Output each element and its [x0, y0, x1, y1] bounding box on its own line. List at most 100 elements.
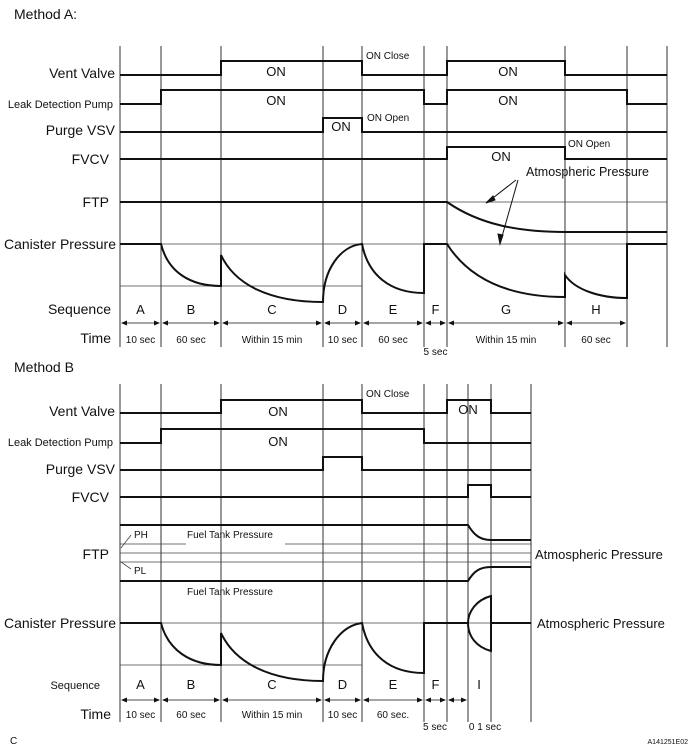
method-b-title: Method B [14, 359, 74, 375]
duration-label: 5 sec [423, 722, 447, 733]
arrowhead-left [222, 697, 228, 703]
vent-on-label-2: ON [498, 64, 518, 79]
method-a-sequence-row: A 10 sec B 60 sec C Within 15 min D 10 sec E 60 s… [121, 302, 626, 358]
arrowhead-right [214, 320, 220, 326]
row-label-time: Time [80, 330, 111, 346]
row-label-ftp: FTP [83, 194, 109, 210]
pump-on-label: ON [268, 434, 288, 449]
sequence-label: H [591, 302, 600, 317]
row-label-purge-vsv: Purge VSV [46, 122, 116, 138]
arrowhead-right [440, 697, 446, 703]
method-b-sequence-row: A 10 sec B 60 sec C Within 15 min D 10 sec E 60 s… [121, 677, 501, 733]
arrowhead-right [461, 697, 467, 703]
arrowhead-right [214, 697, 220, 703]
fvcv-signal [120, 484, 531, 498]
fuel-tank-pressure-label-lower: Fuel Tank Pressure [187, 587, 273, 598]
pl-pointer [120, 561, 132, 570]
ftp-lower-signal [120, 566, 531, 582]
arrowhead-left [425, 320, 431, 326]
duration-label: 5 sec [424, 347, 448, 358]
sequence-label: F [432, 677, 440, 692]
arrowhead-right [417, 697, 423, 703]
canister-pressure-signal [120, 242, 667, 304]
row-label-leak-pump: Leak Detection Pump [8, 99, 113, 111]
duration-label: 0 1 sec [469, 722, 501, 733]
duration-label: Within 15 min [242, 710, 303, 721]
sequence-label: D [338, 677, 347, 692]
arrowhead-right [620, 320, 626, 326]
arrowhead-left [363, 697, 369, 703]
arrowhead-left [324, 320, 330, 326]
vent-valve-signal [120, 399, 531, 414]
ph-pointer [120, 534, 132, 549]
fvcv-on-label: ON [491, 149, 511, 164]
sequence-label: E [389, 302, 398, 317]
purge-on-open-label: ON Open [367, 113, 409, 124]
arrowhead-right [154, 320, 160, 326]
arrowhead-right [355, 320, 361, 326]
arrowhead-left [121, 320, 127, 326]
atmospheric-pointer-arrows [485, 179, 519, 246]
method-b: Method B Vent Valve Leak Detection Pump … [4, 359, 665, 733]
arrowhead-left [324, 697, 330, 703]
canister-pressure-burst [466, 594, 492, 653]
figure-code: A141251E02 [648, 739, 689, 746]
duration-label: 60 sec [581, 335, 610, 346]
row-label-canister: Canister Pressure [4, 236, 116, 252]
sequence-label: E [389, 677, 398, 692]
fuel-tank-pressure-label-upper: Fuel Tank Pressure [187, 530, 273, 541]
arrowhead-left [363, 320, 369, 326]
vent-on-label-1: ON [268, 404, 288, 419]
ph-label: PH [134, 530, 148, 541]
ftp-signal [120, 201, 667, 233]
purge-vsv-signal [120, 456, 531, 471]
duration-label: Within 15 min [476, 335, 537, 346]
arrowhead-left [162, 320, 168, 326]
sequence-label: B [187, 677, 196, 692]
sequence-label: A [136, 677, 145, 692]
method-a-title: Method A: [14, 6, 77, 22]
row-label-sequence: Sequence [48, 301, 111, 317]
atmospheric-pressure-ftp-label: Atmospheric Pressure [535, 547, 663, 562]
row-label-fvcv: FVCV [72, 151, 110, 167]
arrowhead-right [355, 697, 361, 703]
leak-pump-signal [120, 89, 667, 105]
purge-on-label: ON [331, 119, 351, 134]
duration-label: 60 sec. [377, 710, 409, 721]
method-a: Method A: Vent Valve Leak Detection Pump… [4, 6, 668, 358]
arrowhead-left [448, 320, 454, 326]
sequence-label: D [338, 302, 347, 317]
arrowhead-right [154, 697, 160, 703]
duration-label: 60 sec [378, 335, 407, 346]
sequence-label: B [187, 302, 196, 317]
atmospheric-pressure-canister-label: Atmospheric Pressure [537, 616, 665, 631]
vent-on-label-2: ON [458, 402, 478, 417]
fvcv-on-open-label: ON Open [568, 139, 610, 150]
arrowhead-right [417, 320, 423, 326]
duration-label: 60 sec [176, 710, 205, 721]
vent-on-close-label: ON Close [366, 389, 410, 400]
duration-label: 10 sec [328, 335, 357, 346]
atmospheric-pressure-label: Atmospheric Pressure [526, 165, 649, 179]
duration-label: 60 sec [176, 335, 205, 346]
arrowhead-right [316, 697, 322, 703]
sequence-label: F [432, 302, 440, 317]
pl-label: PL [134, 566, 147, 577]
ftp-upper-signal [120, 524, 531, 541]
arrowhead-left [566, 320, 572, 326]
duration-label: 10 sec [126, 335, 155, 346]
purge-vsv-signal [120, 117, 667, 133]
sequence-label: I [477, 677, 481, 692]
vent-valve-signal [120, 60, 667, 76]
row-label-canister: Canister Pressure [4, 615, 116, 631]
row-label-ftp: FTP [83, 546, 109, 562]
arrowhead-right [558, 320, 564, 326]
duration-label: Within 15 min [242, 335, 303, 346]
duration-label: 10 sec [126, 710, 155, 721]
leak-pump-signal [120, 428, 531, 444]
fvcv-signal [120, 146, 667, 160]
sequence-label: G [501, 302, 511, 317]
arrowhead-left [448, 697, 454, 703]
pump-on-label-1: ON [266, 93, 286, 108]
